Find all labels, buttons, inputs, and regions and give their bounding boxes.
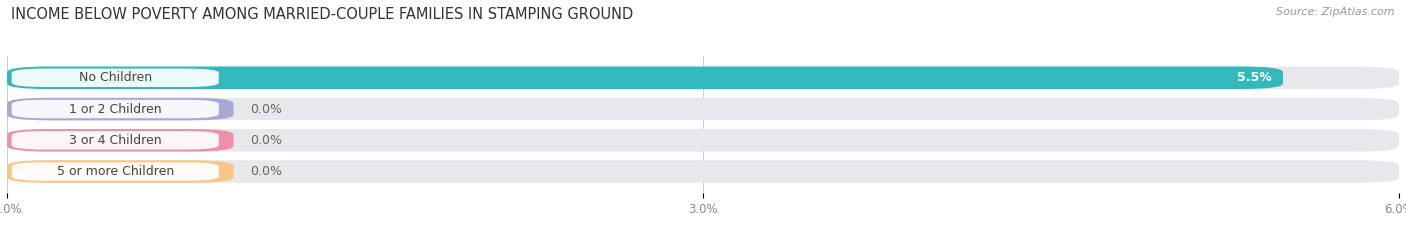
Text: No Children: No Children xyxy=(79,71,152,84)
Text: 1 or 2 Children: 1 or 2 Children xyxy=(69,103,162,116)
FancyBboxPatch shape xyxy=(7,67,1399,89)
Text: Source: ZipAtlas.com: Source: ZipAtlas.com xyxy=(1277,7,1395,17)
FancyBboxPatch shape xyxy=(11,69,219,87)
Text: INCOME BELOW POVERTY AMONG MARRIED-COUPLE FAMILIES IN STAMPING GROUND: INCOME BELOW POVERTY AMONG MARRIED-COUPL… xyxy=(11,7,634,22)
FancyBboxPatch shape xyxy=(7,129,233,151)
Text: 5 or more Children: 5 or more Children xyxy=(56,165,174,178)
Text: 5.5%: 5.5% xyxy=(1237,71,1271,84)
FancyBboxPatch shape xyxy=(11,162,219,181)
FancyBboxPatch shape xyxy=(7,129,1399,151)
FancyBboxPatch shape xyxy=(11,100,219,118)
Text: 3 or 4 Children: 3 or 4 Children xyxy=(69,134,162,147)
FancyBboxPatch shape xyxy=(7,160,233,183)
Text: 0.0%: 0.0% xyxy=(250,165,283,178)
FancyBboxPatch shape xyxy=(7,160,1399,183)
FancyBboxPatch shape xyxy=(7,67,1284,89)
FancyBboxPatch shape xyxy=(7,98,1399,120)
Text: 0.0%: 0.0% xyxy=(250,134,283,147)
FancyBboxPatch shape xyxy=(11,131,219,150)
FancyBboxPatch shape xyxy=(7,98,233,120)
Text: 0.0%: 0.0% xyxy=(250,103,283,116)
